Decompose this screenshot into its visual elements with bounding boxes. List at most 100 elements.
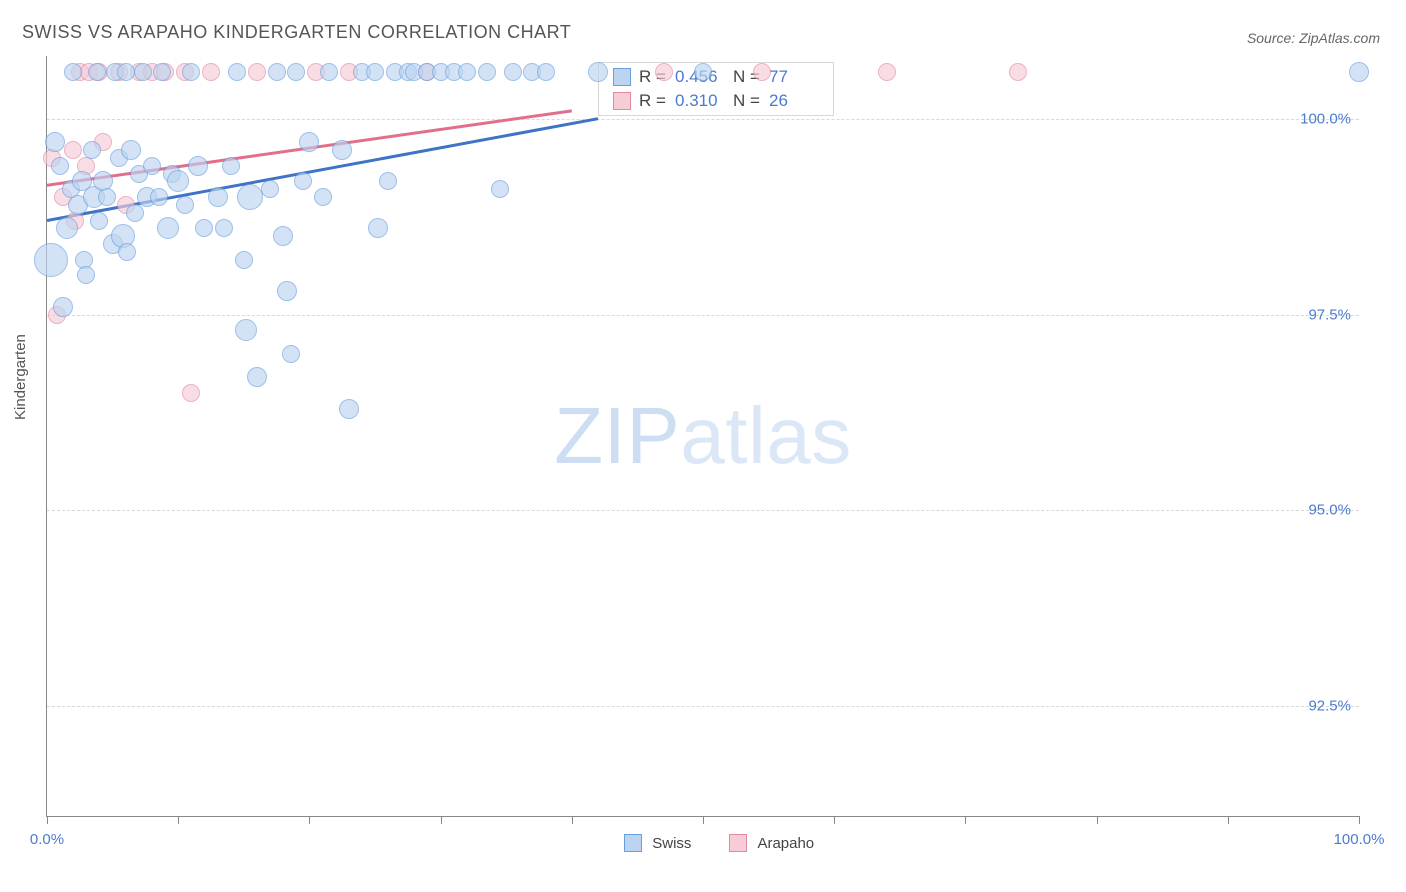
- x-tick: [1097, 816, 1098, 824]
- swiss-point: [150, 188, 168, 206]
- swiss-point: [294, 172, 312, 190]
- swiss-series-label: Swiss: [652, 835, 691, 852]
- arapaho-point: [202, 63, 220, 81]
- swiss-point: [458, 63, 476, 81]
- x-tick: [965, 816, 966, 824]
- scatter-plot-area: ZIPatlas R = 0.456 N = 77 R = 0.310 N = …: [46, 56, 1359, 817]
- swiss-point: [56, 217, 78, 239]
- x-tick: [441, 816, 442, 824]
- arapaho-r-value: 0.310: [675, 91, 725, 111]
- y-axis-label: Kindergarten: [12, 334, 29, 420]
- swiss-point: [34, 243, 68, 277]
- trendlines-svg: [47, 56, 1359, 816]
- swiss-point: [299, 132, 319, 152]
- swiss-point: [188, 156, 208, 176]
- swiss-point: [77, 266, 95, 284]
- stats-row-swiss: R = 0.456 N = 77: [613, 67, 819, 87]
- swiss-point: [98, 188, 116, 206]
- x-tick: [834, 816, 835, 824]
- chart-title: SWISS VS ARAPAHO KINDERGARTEN CORRELATIO…: [22, 22, 571, 43]
- swiss-point: [143, 157, 161, 175]
- swiss-point: [83, 141, 101, 159]
- arapaho-swatch: [729, 834, 747, 852]
- swiss-point: [167, 170, 189, 192]
- swiss-point: [247, 367, 267, 387]
- swiss-point: [339, 399, 359, 419]
- swiss-point: [379, 172, 397, 190]
- swiss-point: [491, 180, 509, 198]
- series-legend: Swiss Arapaho: [624, 834, 814, 852]
- arapaho-swatch: [613, 92, 631, 110]
- y-tick-label: 92.5%: [1308, 698, 1351, 715]
- swiss-swatch: [624, 834, 642, 852]
- swiss-point: [504, 63, 522, 81]
- swiss-point: [287, 63, 305, 81]
- x-tick: [1359, 816, 1360, 824]
- source-attribution: Source: ZipAtlas.com: [1247, 30, 1380, 46]
- x-tick: [309, 816, 310, 824]
- arapaho-point: [655, 63, 673, 81]
- swiss-point: [277, 281, 297, 301]
- swiss-point: [208, 187, 228, 207]
- swiss-point: [157, 217, 179, 239]
- swiss-swatch: [613, 68, 631, 86]
- swiss-point: [134, 63, 152, 81]
- swiss-point: [537, 63, 555, 81]
- swiss-point: [45, 132, 65, 152]
- swiss-point: [53, 297, 73, 317]
- swiss-point: [126, 204, 144, 222]
- swiss-point: [222, 157, 240, 175]
- swiss-point: [117, 63, 135, 81]
- swiss-point: [121, 140, 141, 160]
- swiss-point: [282, 345, 300, 363]
- r-label: R =: [639, 91, 667, 111]
- swiss-point: [1349, 62, 1369, 82]
- x-tick-label: 100.0%: [1334, 831, 1385, 848]
- source-label: Source:: [1247, 30, 1295, 46]
- swiss-point: [88, 63, 106, 81]
- swiss-point: [261, 180, 279, 198]
- arapaho-point: [878, 63, 896, 81]
- swiss-point: [215, 219, 233, 237]
- swiss-point: [90, 212, 108, 230]
- arapaho-series-label: Arapaho: [757, 835, 814, 852]
- swiss-point: [235, 251, 253, 269]
- source-name: ZipAtlas.com: [1299, 30, 1380, 46]
- x-tick: [47, 816, 48, 824]
- swiss-point: [182, 63, 200, 81]
- y-tick-label: 97.5%: [1308, 306, 1351, 323]
- arapaho-point: [248, 63, 266, 81]
- swiss-point: [195, 219, 213, 237]
- swiss-point: [176, 196, 194, 214]
- swiss-point: [237, 184, 263, 210]
- swiss-point: [51, 157, 69, 175]
- x-tick: [572, 816, 573, 824]
- swiss-point: [64, 63, 82, 81]
- arapaho-point: [64, 141, 82, 159]
- swiss-point: [235, 319, 257, 341]
- swiss-point: [228, 63, 246, 81]
- swiss-point: [478, 63, 496, 81]
- swiss-point: [273, 226, 293, 246]
- swiss-point: [366, 63, 384, 81]
- y-tick-label: 100.0%: [1300, 110, 1351, 127]
- swiss-point: [268, 63, 286, 81]
- x-tick: [703, 816, 704, 824]
- x-tick-label: 0.0%: [30, 831, 64, 848]
- arapaho-point: [1009, 63, 1027, 81]
- swiss-point: [694, 63, 712, 81]
- n-label: N =: [733, 91, 761, 111]
- swiss-point: [153, 63, 171, 81]
- arapaho-point: [182, 384, 200, 402]
- arapaho-n-value: 26: [769, 91, 819, 111]
- arapaho-point: [753, 63, 771, 81]
- swiss-point: [588, 62, 608, 82]
- swiss-n-value: 77: [769, 67, 819, 87]
- x-tick: [178, 816, 179, 824]
- swiss-point: [332, 140, 352, 160]
- y-tick-label: 95.0%: [1308, 502, 1351, 519]
- swiss-point: [118, 243, 136, 261]
- swiss-point: [368, 218, 388, 238]
- stats-row-arapaho: R = 0.310 N = 26: [613, 91, 819, 111]
- x-tick: [1228, 816, 1229, 824]
